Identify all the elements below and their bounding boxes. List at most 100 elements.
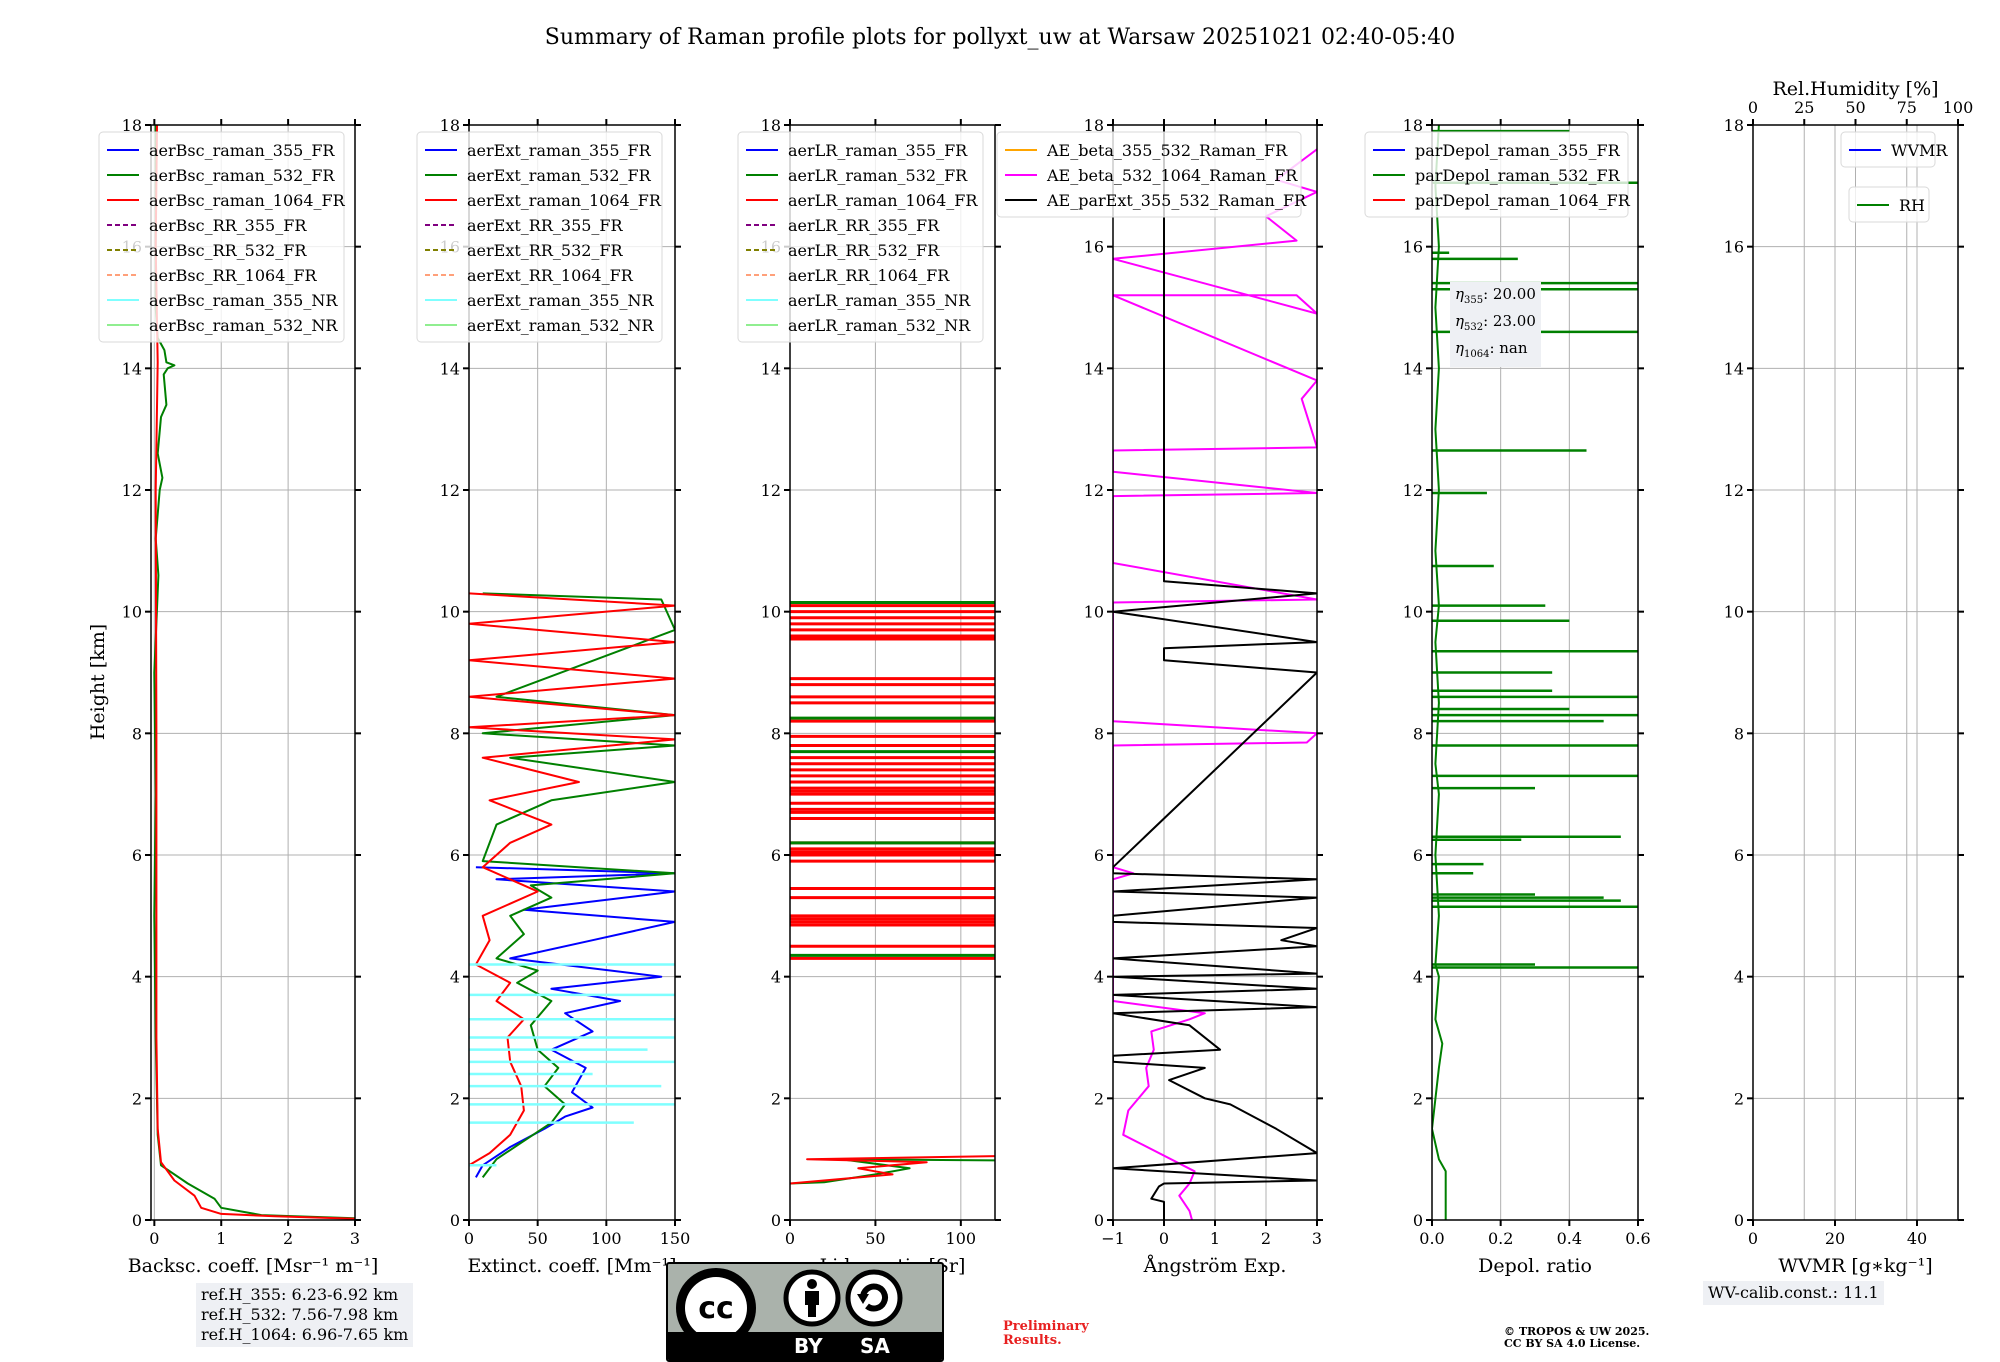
cc-inner-circle (685, 1277, 747, 1339)
top-x-tick-label: 75 (1897, 98, 1917, 117)
y-tick-label: 0 (1094, 1211, 1104, 1230)
legend-entry-label: aerExt_raman_532_NR (467, 316, 655, 335)
y-tick-label: 18 (440, 116, 460, 135)
y-tick-label: 10 (1403, 603, 1423, 622)
legend-entry-label: aerBsc_raman_355_FR (149, 141, 335, 160)
ref-height-1064: ref.H_1064: 6.96-7.65 km (201, 1325, 409, 1344)
y-tick-label: 4 (1413, 968, 1423, 987)
legend-entry-label: aerLR_RR_1064_FR (788, 266, 950, 285)
y-tick-label: 18 (1724, 116, 1744, 135)
x-tick-label: 0 (149, 1229, 159, 1248)
legend-entry-label: aerLR_RR_532_FR (788, 241, 940, 260)
y-tick-label: 8 (1734, 724, 1744, 743)
y-tick-label: 14 (761, 359, 781, 378)
top-x-tick-label: 50 (1845, 98, 1865, 117)
cc-logo-icon: cc (698, 1291, 734, 1326)
legend-entry-label: AE_parExt_355_532_Raman_FR (1046, 191, 1307, 210)
x-tick-label: 3 (350, 1229, 360, 1248)
wv-calib-box: WV-calib.const.: 11.1 (1703, 1281, 1884, 1305)
legend-entry-label: aerLR_raman_1064_FR (788, 191, 978, 210)
legend-entry-label: aerLR_raman_355_NR (788, 291, 971, 310)
data-group (153, 125, 355, 1220)
legend-entry-label: aerExt_RR_355_FR (467, 216, 624, 235)
legend-entry-label: parDepol_raman_1064_FR (1415, 191, 1631, 210)
y-tick-label: 4 (771, 968, 781, 987)
y-tick-label: 8 (132, 724, 142, 743)
legend-frame (737, 131, 984, 343)
y-tick-label: 0 (1413, 1211, 1423, 1230)
legend-entry-label: parDepol_raman_532_FR (1415, 166, 1621, 185)
x-tick-label: 0.2 (1488, 1229, 1513, 1248)
x-axis-label: Ångström Exp. (1143, 1255, 1287, 1277)
y-tick-label: 18 (1403, 116, 1423, 135)
panels-group: 0246810121416180123Backsc. coeff. [Msr⁻¹… (98, 78, 1973, 1277)
panel-bsc: 0246810121416180123Backsc. coeff. [Msr⁻¹… (98, 116, 379, 1277)
y-tick-label: 10 (122, 603, 142, 622)
y-tick-label: 0 (771, 1211, 781, 1230)
x-tick-label: 40 (1907, 1229, 1927, 1248)
y-tick-label: 2 (132, 1089, 142, 1108)
legendlegend: aerExt_raman_355_FR aerExt_raman_532_FRae… (416, 131, 663, 343)
legend-frame (1364, 131, 1629, 218)
y-tick-label: 12 (1403, 481, 1423, 500)
y-tick-label: 0 (1734, 1211, 1744, 1230)
legend-frame (416, 131, 663, 343)
y-tick-label: 8 (450, 724, 460, 743)
y-tick-label: 6 (132, 846, 142, 865)
x-tick-label: 100 (591, 1229, 622, 1248)
y-tick-label: 0 (450, 1211, 460, 1230)
data-group (1432, 125, 1638, 1220)
legendlegend: aerLR_raman_355_FR aerLR_raman_532_FR aerL… (737, 131, 984, 343)
data-group (1113, 125, 1317, 1220)
legend-entry-label: aerExt_raman_1064_FR (467, 191, 662, 210)
y-tick-label: 14 (1084, 359, 1104, 378)
legend-entry-label: aerBsc_RR_1064_FR (149, 266, 318, 285)
y-tick-label: 4 (1734, 968, 1744, 987)
legendlegend: AE_beta_355_532_Raman_FR AE_beta_532_1064… (996, 131, 1307, 218)
y-tick-label: 12 (1724, 481, 1744, 500)
y-tick-label: 16 (1084, 238, 1104, 257)
legend-entry-label: aerExt_raman_532_FR (467, 166, 652, 185)
x-tick-label: 0.4 (1557, 1229, 1582, 1248)
legend-entry-label: aerExt_RR_1064_FR (467, 266, 634, 285)
y-tick-label: 14 (440, 359, 460, 378)
x-tick-label: 0 (785, 1229, 795, 1248)
y-tick-label: 6 (771, 846, 781, 865)
legend-entry-label: AE_beta_532_1064_Raman_FR (1046, 166, 1298, 185)
series-line-aerBsc_raman_532_FR (153, 125, 355, 1220)
y-tick-label: 12 (440, 481, 460, 500)
eta-532: η532: 23.00 (1455, 312, 1536, 333)
figure-title: Summary of Raman profile plots for polly… (545, 25, 1455, 50)
x-axis-label: Extinct. coeff. [Mm⁻¹] (467, 1255, 676, 1277)
x-tick-label: 2 (1261, 1229, 1271, 1248)
legend-entry-label: aerBsc_raman_532_FR (149, 166, 335, 185)
sa-share-alike-icon (845, 1269, 903, 1327)
y-tick-label: 2 (1094, 1089, 1104, 1108)
cc-badge-footer: BY SA (668, 1332, 942, 1360)
y-tick-label: 8 (1413, 724, 1423, 743)
x-tick-label: 1 (1210, 1229, 1220, 1248)
y-tick-label: 4 (132, 968, 142, 987)
y-tick-label: 8 (771, 724, 781, 743)
y-tick-label: 4 (1094, 968, 1104, 987)
y-tick-label: 14 (1403, 359, 1423, 378)
legend-entry-label: aerExt_RR_532_FR (467, 241, 624, 260)
cc-license-badge[interactable]: cc BY SA (666, 1262, 944, 1362)
x-axis-label: Backsc. coeff. [Msr⁻¹ m⁻¹] (128, 1255, 379, 1277)
panel-ext: 024681012141618050100150Extinct. coeff. … (416, 116, 690, 1277)
legend-frame (98, 131, 345, 343)
y-tick-label: 18 (761, 116, 781, 135)
x-tick-label: 3 (1312, 1229, 1322, 1248)
data-group (790, 601, 995, 1185)
series-line-AE_parExt_355_532_Raman_FR (1113, 125, 1317, 1220)
x-tick-label: 1 (216, 1229, 226, 1248)
depol-eta-box: η355: 20.00 η532: 23.00 η1064: nan (1450, 282, 1541, 367)
x-tick-label: 50 (527, 1229, 547, 1248)
y-tick-label: 10 (1084, 603, 1104, 622)
legend-entry-label: WVMR (1891, 141, 1948, 160)
legend-entry-label: aerBsc_RR_355_FR (149, 216, 307, 235)
y-tick-label: 6 (1734, 846, 1744, 865)
x-tick-label: 20 (1825, 1229, 1845, 1248)
